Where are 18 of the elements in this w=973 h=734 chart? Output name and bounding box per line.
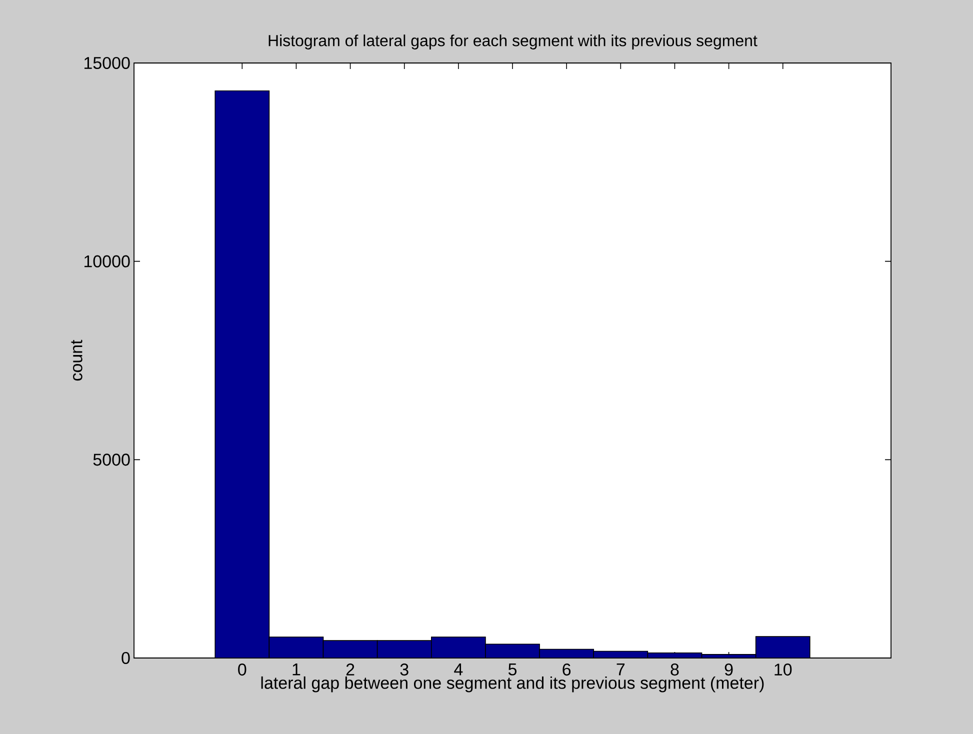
x-axis-title: lateral gap between one segment and its previous segment (meter)	[261, 676, 764, 692]
y-tick-label: 15000	[84, 56, 130, 70]
y-axis-title: count	[71, 340, 82, 381]
x-tick-label: 3	[400, 664, 408, 676]
x-tick-label: 6	[562, 664, 571, 676]
y-tick-label: 5000	[93, 454, 130, 466]
x-tick-label: 10	[774, 664, 792, 676]
chart-title: Histogram of lateral gaps for each segment with its previous segment	[268, 34, 758, 50]
x-tick-label: 5	[508, 664, 517, 676]
y-tick-label: 10000	[84, 255, 130, 268]
x-tick-label: 8	[670, 664, 679, 676]
x-tick-label: 0	[238, 664, 246, 676]
y-tick-label: 0	[122, 652, 130, 664]
x-tick-label: 1	[292, 664, 300, 676]
x-tick-label: 9	[724, 664, 733, 676]
x-tick-label: 2	[346, 664, 354, 676]
x-tick-label: 4	[454, 664, 463, 676]
x-tick-label: 7	[616, 664, 625, 676]
